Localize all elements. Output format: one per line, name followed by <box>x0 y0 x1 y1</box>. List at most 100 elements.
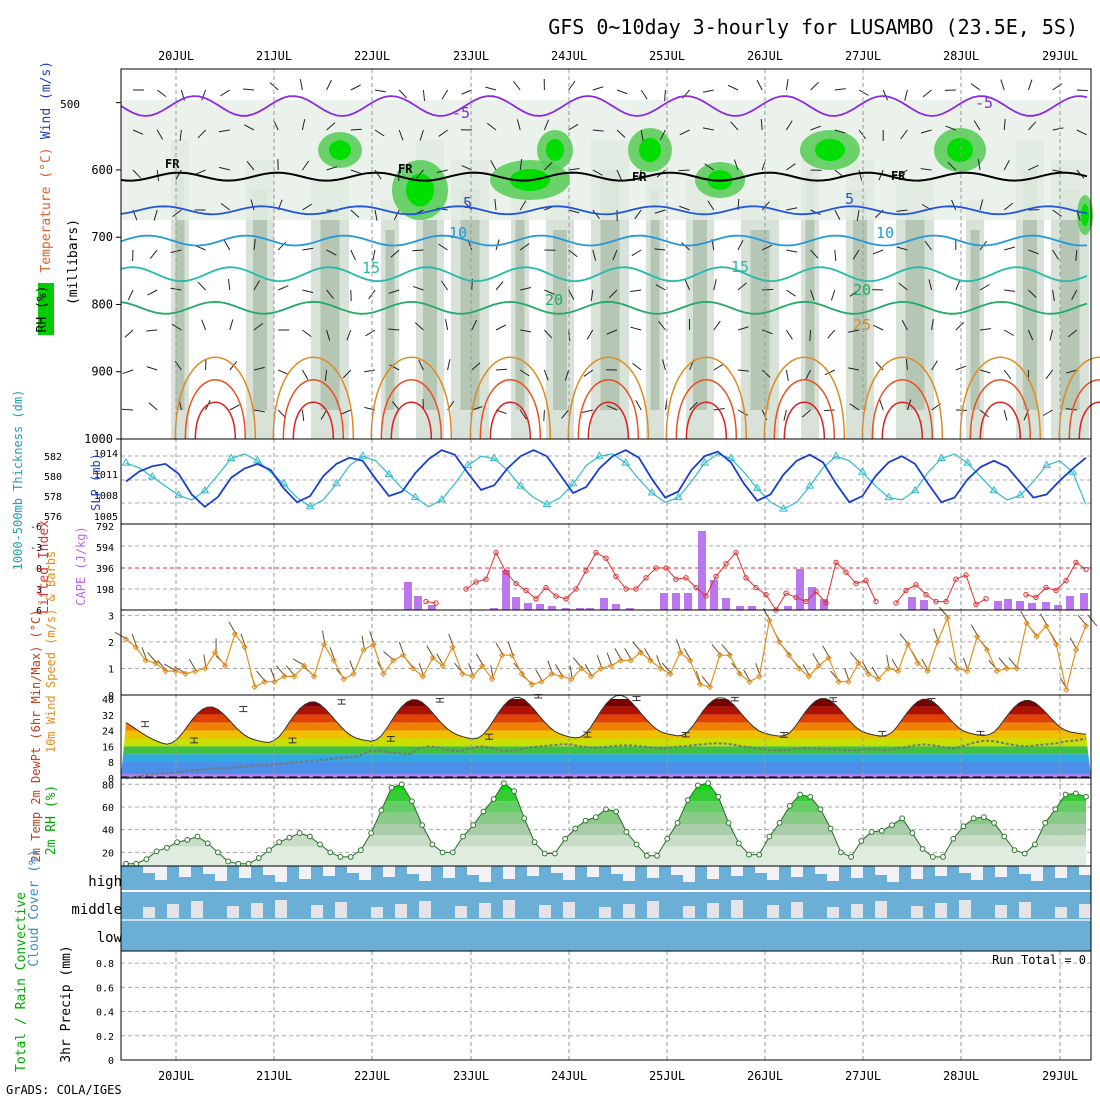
upper-wind-barb <box>149 249 158 259</box>
upper-wind-barb <box>568 167 580 171</box>
rh-point <box>317 841 323 848</box>
upper-wind-barb <box>905 358 908 371</box>
wind-speed-point <box>330 657 338 664</box>
rh-point <box>163 844 170 851</box>
lifted-index-point <box>863 577 869 584</box>
wind-speed-point <box>894 667 902 675</box>
date-label-bottom: 25JUL <box>649 1069 685 1083</box>
high-cloud-gap <box>263 866 275 875</box>
lifted-index-point <box>603 555 609 561</box>
surface-temperature-contour <box>370 356 453 440</box>
upper-wind-barb <box>761 369 771 378</box>
lifted-index-point <box>493 549 499 556</box>
top-date-axis: 20JUL 21JUL 22JUL 23JUL 24JUL 25JUL 26JUL 27JUL… <box>158 49 1078 63</box>
upper-wind-barb <box>201 89 207 101</box>
rh-band <box>126 812 1086 824</box>
rh-point <box>756 851 763 858</box>
slp-tick-label: 1014 <box>94 449 118 460</box>
thickness-marker <box>516 481 525 489</box>
upper-wind-barb <box>463 201 473 211</box>
rh-point <box>133 860 140 867</box>
upper-wind-barb <box>951 199 957 211</box>
upper-wind-barb <box>882 89 888 101</box>
upper-wind-barb <box>1027 79 1033 91</box>
upper-wind-barb <box>1076 129 1087 136</box>
upper-wind-barb <box>564 369 570 381</box>
upper-wind-barb <box>809 329 812 342</box>
wind-speed-point <box>419 673 427 680</box>
upper-wind-barb <box>684 279 691 291</box>
lifted-index-point <box>543 584 549 591</box>
wind-speed-point <box>508 651 516 659</box>
rh-point <box>603 806 609 813</box>
upper-wind-barb <box>872 249 884 255</box>
upper-wind-barb <box>195 245 206 251</box>
surface-temperature-contour <box>783 401 826 440</box>
wind-speed-point <box>914 659 921 667</box>
upper-wind-barb <box>146 329 158 332</box>
rh-point <box>378 807 385 814</box>
upper-wind-barb <box>1066 369 1077 374</box>
upper-wind-barb <box>616 129 626 138</box>
date-label-top: 22JUL <box>354 49 390 63</box>
upper-wind-barb <box>350 169 362 175</box>
wind-speed-point <box>548 670 555 677</box>
surface-temperature-contour <box>282 379 345 440</box>
cape-tick-label: 198 <box>96 585 114 596</box>
upper-wind-barb <box>586 329 594 340</box>
wind-speed-point <box>142 657 150 664</box>
wind-speed-point <box>983 646 991 654</box>
rh-shading <box>805 170 815 410</box>
upper-wind-barb <box>612 249 618 261</box>
middle-cloud-gap <box>419 901 431 918</box>
upper-wind-barb <box>608 289 618 299</box>
upper-wind-barb <box>519 243 530 251</box>
precip-tick-label: 0.8 <box>96 959 114 970</box>
surface-temperature-contour <box>380 379 443 440</box>
rh-band <box>126 835 1086 847</box>
rh-point <box>991 819 997 826</box>
upper-wind-barb <box>658 321 666 331</box>
thickness-marker <box>147 471 157 480</box>
wind-speed-point <box>766 617 773 624</box>
high-cloud-gap <box>851 866 863 878</box>
lifted-index-point <box>1063 577 1069 584</box>
upper-wind-barb <box>635 400 642 411</box>
wind-speed-point <box>775 638 783 646</box>
rh-shading <box>515 210 525 410</box>
upper-wind-barb <box>302 289 314 294</box>
rh-point <box>296 830 303 836</box>
upper-wind-barb <box>1003 329 1014 336</box>
rh-high-area <box>329 140 351 160</box>
rh-point <box>429 841 436 848</box>
rh-point <box>194 833 201 840</box>
upper-wind-barb <box>374 89 386 93</box>
freezing-level-label: FR <box>165 157 180 171</box>
upper-air-panel: -5 -5 5 5 10 10 15 15 20 20 25 FR FR FR FR 600 700 800 90… <box>60 68 1100 446</box>
upper-wind-barb <box>301 119 306 131</box>
rh-point <box>582 817 589 824</box>
upper-wind-barb <box>342 369 352 379</box>
upper-wind-barb <box>592 249 597 261</box>
upper-wind-barb <box>737 326 749 331</box>
rh-high-area <box>1081 204 1089 226</box>
upper-wind-barb <box>388 289 400 294</box>
rh-point <box>276 839 283 846</box>
wind-tick-label: 3 <box>108 611 114 622</box>
wind-speed-point <box>340 675 347 683</box>
cape-bar <box>698 531 706 610</box>
upper-wind-barb <box>1052 249 1059 260</box>
upper-wind-barb <box>326 166 338 171</box>
upper-wind-barb <box>441 280 449 291</box>
surface-temperature-contour <box>184 379 247 440</box>
rh-point <box>439 849 446 856</box>
lifted-index-point <box>763 591 769 598</box>
upper-wind-barb <box>172 209 182 218</box>
contour-label: 20 <box>545 291 563 309</box>
cape-bar <box>796 569 804 610</box>
high-cloud-gap <box>587 866 599 877</box>
upper-wind-barb <box>229 404 240 411</box>
upper-wind-barb <box>896 246 908 251</box>
upper-wind-barb <box>896 209 908 212</box>
lifted-index-point <box>563 596 569 602</box>
